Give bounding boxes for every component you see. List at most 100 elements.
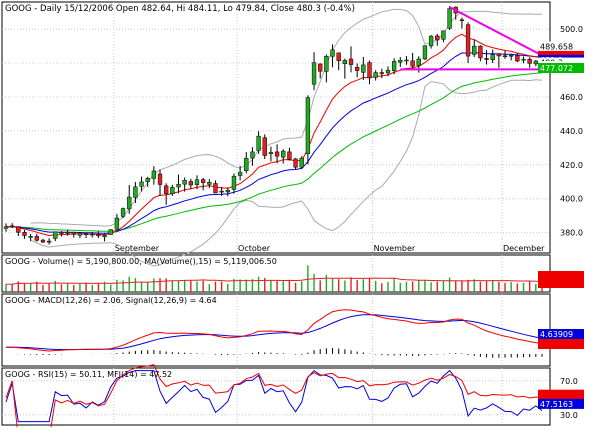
candle-up bbox=[447, 8, 452, 29]
price-value-box bbox=[538, 41, 584, 52]
bollinger-lower bbox=[30, 79, 543, 267]
candle-up bbox=[521, 58, 526, 61]
macd-value-box bbox=[538, 339, 584, 349]
macd-value-label: 2.0604 bbox=[540, 340, 568, 349]
candle-down bbox=[71, 231, 76, 235]
candle-up bbox=[114, 217, 120, 230]
candle-down bbox=[459, 19, 465, 22]
candle-up bbox=[102, 234, 107, 238]
candle-up bbox=[509, 55, 514, 57]
candle-up bbox=[441, 30, 446, 40]
candle-up bbox=[391, 61, 397, 71]
candle-down bbox=[527, 58, 532, 64]
candle-up bbox=[28, 236, 33, 238]
rsi-panel bbox=[1, 367, 551, 426]
candle-up bbox=[305, 97, 311, 155]
candle-up bbox=[139, 181, 144, 187]
candle-down bbox=[502, 55, 508, 58]
candle-up bbox=[225, 190, 230, 193]
trendline bbox=[449, 6, 543, 57]
candle-down bbox=[293, 158, 298, 168]
candle-up bbox=[422, 45, 428, 60]
rsi-value-label: 47.5163 bbox=[540, 400, 573, 409]
candle-up bbox=[256, 135, 261, 151]
candle-up bbox=[472, 45, 477, 55]
candle-up bbox=[299, 157, 304, 168]
candle-down bbox=[515, 55, 520, 62]
candle-up bbox=[250, 151, 255, 159]
month-label: October bbox=[238, 244, 271, 253]
candle-up bbox=[428, 35, 434, 47]
candle-down bbox=[40, 239, 46, 243]
candle-up bbox=[281, 150, 286, 158]
candle-down bbox=[336, 52, 341, 61]
volume-ma-line bbox=[5, 277, 543, 285]
volume-value-box bbox=[538, 279, 584, 288]
candle-down bbox=[435, 35, 440, 41]
candle-up bbox=[176, 184, 181, 188]
volume-value-label: 5,190,800 bbox=[540, 271, 578, 280]
price-value-label: 477.072 bbox=[540, 64, 573, 73]
ma-red-line bbox=[6, 33, 543, 237]
macd-value-box bbox=[538, 329, 584, 339]
candle-up bbox=[361, 64, 366, 73]
candle-up bbox=[194, 179, 200, 185]
candle-down bbox=[10, 225, 15, 228]
candle-up bbox=[330, 49, 335, 57]
price-tick-label: 460.0 bbox=[560, 93, 583, 102]
candle-down bbox=[34, 236, 39, 241]
candle-down bbox=[22, 232, 27, 236]
candle-down bbox=[379, 72, 384, 74]
candle-down bbox=[16, 226, 21, 233]
candle-up bbox=[231, 175, 237, 190]
candle-down bbox=[188, 181, 193, 186]
price-panel bbox=[1, 1, 551, 254]
candle-up bbox=[385, 69, 391, 74]
price-tick-label: 380.0 bbox=[560, 229, 583, 238]
candle-down bbox=[496, 53, 502, 57]
macd-panel bbox=[1, 293, 551, 367]
month-label: September bbox=[115, 244, 160, 253]
candle-up bbox=[182, 179, 187, 185]
rsi-value-box bbox=[538, 398, 584, 409]
macd-title: GOOG - MACD(12,26) = 2.06, Signal(12,26,… bbox=[5, 296, 217, 305]
rsi-line bbox=[5, 364, 543, 431]
candle-up bbox=[127, 196, 132, 210]
candle-down bbox=[219, 190, 224, 193]
candle-up bbox=[533, 60, 538, 65]
candle-down bbox=[478, 45, 483, 59]
candle-up bbox=[151, 170, 157, 179]
candle-down bbox=[164, 185, 169, 194]
candle-up bbox=[490, 54, 495, 60]
candle-up bbox=[398, 60, 403, 63]
candle-down bbox=[274, 151, 280, 157]
rsi-value-box bbox=[538, 389, 584, 400]
volume-panel bbox=[1, 254, 551, 293]
mfi-line bbox=[5, 369, 543, 423]
candle-up bbox=[342, 60, 348, 64]
candle-up bbox=[416, 58, 421, 66]
candle-down bbox=[465, 24, 471, 57]
candle-down bbox=[46, 240, 52, 243]
candle-up bbox=[120, 208, 126, 217]
ma-blue-line bbox=[6, 52, 543, 234]
candle-up bbox=[133, 186, 138, 198]
candle-up bbox=[170, 187, 175, 195]
rsi-tick-label: 70.0 bbox=[560, 377, 578, 386]
rsi-tick-label: 30.0 bbox=[560, 411, 578, 420]
candle-up bbox=[404, 59, 409, 62]
price-tick-label: 500.0 bbox=[560, 25, 583, 34]
candle-up bbox=[268, 152, 274, 155]
candle-up bbox=[311, 62, 317, 85]
candle-up bbox=[65, 232, 70, 234]
candle-down bbox=[157, 173, 163, 185]
price-value-label: 489.658 bbox=[540, 43, 573, 52]
month-label: November bbox=[374, 244, 416, 253]
volume-value-box bbox=[538, 271, 584, 280]
candle-down bbox=[367, 62, 372, 79]
candle-up bbox=[90, 233, 95, 236]
candle-up bbox=[77, 232, 83, 236]
candle-down bbox=[200, 179, 206, 183]
